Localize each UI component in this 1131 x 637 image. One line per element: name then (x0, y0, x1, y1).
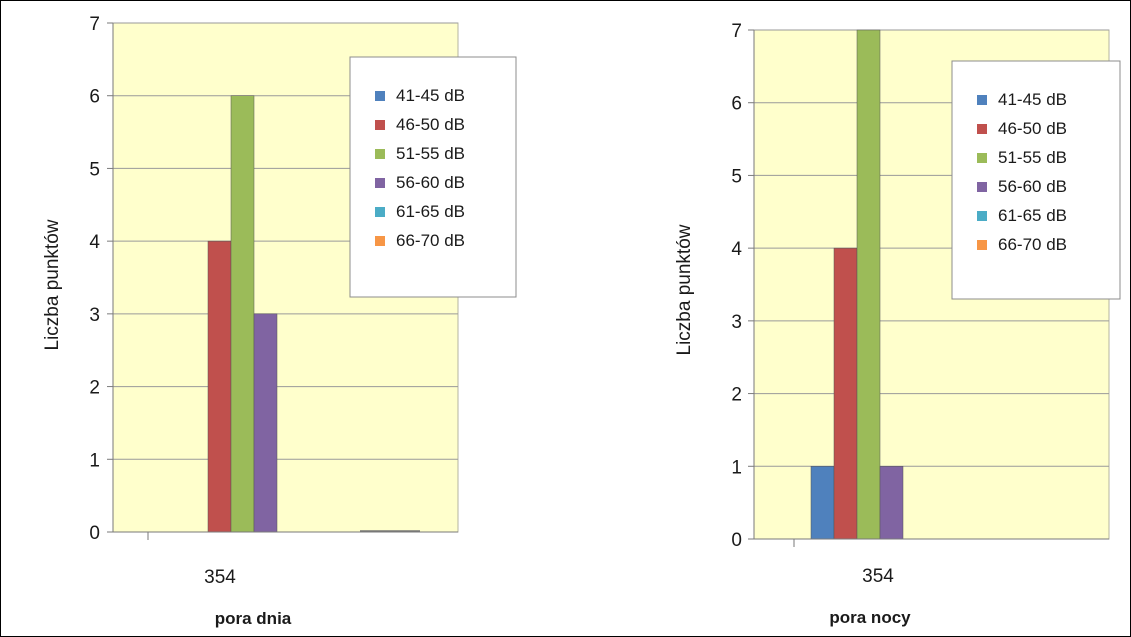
legend-entry: 56-60 dB (998, 177, 1067, 196)
y-tick-label: 0 (89, 523, 100, 544)
y-tick-label: 4 (731, 239, 742, 260)
y-tick-label: 5 (731, 166, 742, 187)
legend-swatch (375, 236, 385, 246)
category-label-day: 354 (204, 567, 236, 588)
y-tick-label: 2 (731, 385, 742, 406)
chart-night: 0 1 2 3 4 5 6 7 354 Liczba punktów pora nocy 41… (674, 21, 1121, 627)
bar-51-55-db (230, 95, 255, 533)
bar-46-50-db (207, 240, 232, 533)
legend-swatch (375, 91, 385, 101)
bar-51-55-db (856, 29, 881, 540)
bar-56-60-db (879, 466, 904, 540)
legend-swatch (977, 182, 987, 192)
y-tick-label: 5 (89, 159, 100, 180)
y-tick-label: 3 (731, 312, 742, 333)
y-tick-label: 7 (731, 21, 742, 42)
legend-entry: 66-70 dB (396, 231, 465, 250)
legend-entry: 41-45 dB (396, 86, 465, 105)
legend-night: 41-45 dB 46-50 dB 51-55 dB 56-60 dB 61-65 dB… (951, 60, 1121, 300)
legend-swatch (375, 120, 385, 130)
legend-entry: 66-70 dB (998, 235, 1067, 254)
category-label-night: 354 (862, 566, 894, 587)
legend-entry: 46-50 dB (998, 119, 1067, 138)
legend-entry: 51-55 dB (396, 144, 465, 163)
legend-swatch (977, 153, 987, 163)
y-tick-label: 4 (89, 232, 100, 253)
y-tick-label: 1 (89, 450, 100, 471)
legend-swatch (375, 207, 385, 217)
y-tick-label: 0 (731, 530, 742, 551)
legend-swatch (977, 124, 987, 134)
bar-46-50-db (833, 247, 858, 540)
y-axis-label-night: Liczba punktów (674, 224, 695, 355)
legend-day: 41-45 dB 46-50 dB 51-55 dB 56-60 dB 61-65 dB… (349, 56, 517, 298)
legend-entry: 41-45 dB (998, 90, 1067, 109)
x-axis-label-day: pora dnia (215, 609, 292, 628)
legend-swatch (375, 178, 385, 188)
legend-swatch (977, 211, 987, 221)
y-axis-label-day: Liczba punktów (42, 219, 63, 350)
legend-entry: 56-60 dB (396, 173, 465, 192)
y-tick-label: 6 (731, 94, 742, 115)
bar-41-45-db (810, 466, 835, 540)
x-axis-label-night: pora nocy (829, 608, 911, 627)
y-tick-label: 3 (89, 305, 100, 326)
chart-day: 0 1 2 3 4 5 6 7 354 Liczba punktów pora dnia 41… (42, 14, 517, 628)
legend-entry: 61-65 dB (998, 206, 1067, 225)
y-tick-label: 6 (89, 87, 100, 108)
legend-swatch (977, 240, 987, 250)
bar-56-60-db (253, 313, 278, 533)
legend-swatch (977, 95, 987, 105)
legend-entry: 46-50 dB (396, 115, 465, 134)
legend-entry: 51-55 dB (998, 148, 1067, 167)
legend-swatch (375, 149, 385, 159)
legend-entry: 61-65 dB (396, 202, 465, 221)
y-tick-label: 7 (89, 14, 100, 35)
y-tick-label: 2 (89, 378, 100, 399)
y-tick-label: 1 (731, 457, 742, 478)
